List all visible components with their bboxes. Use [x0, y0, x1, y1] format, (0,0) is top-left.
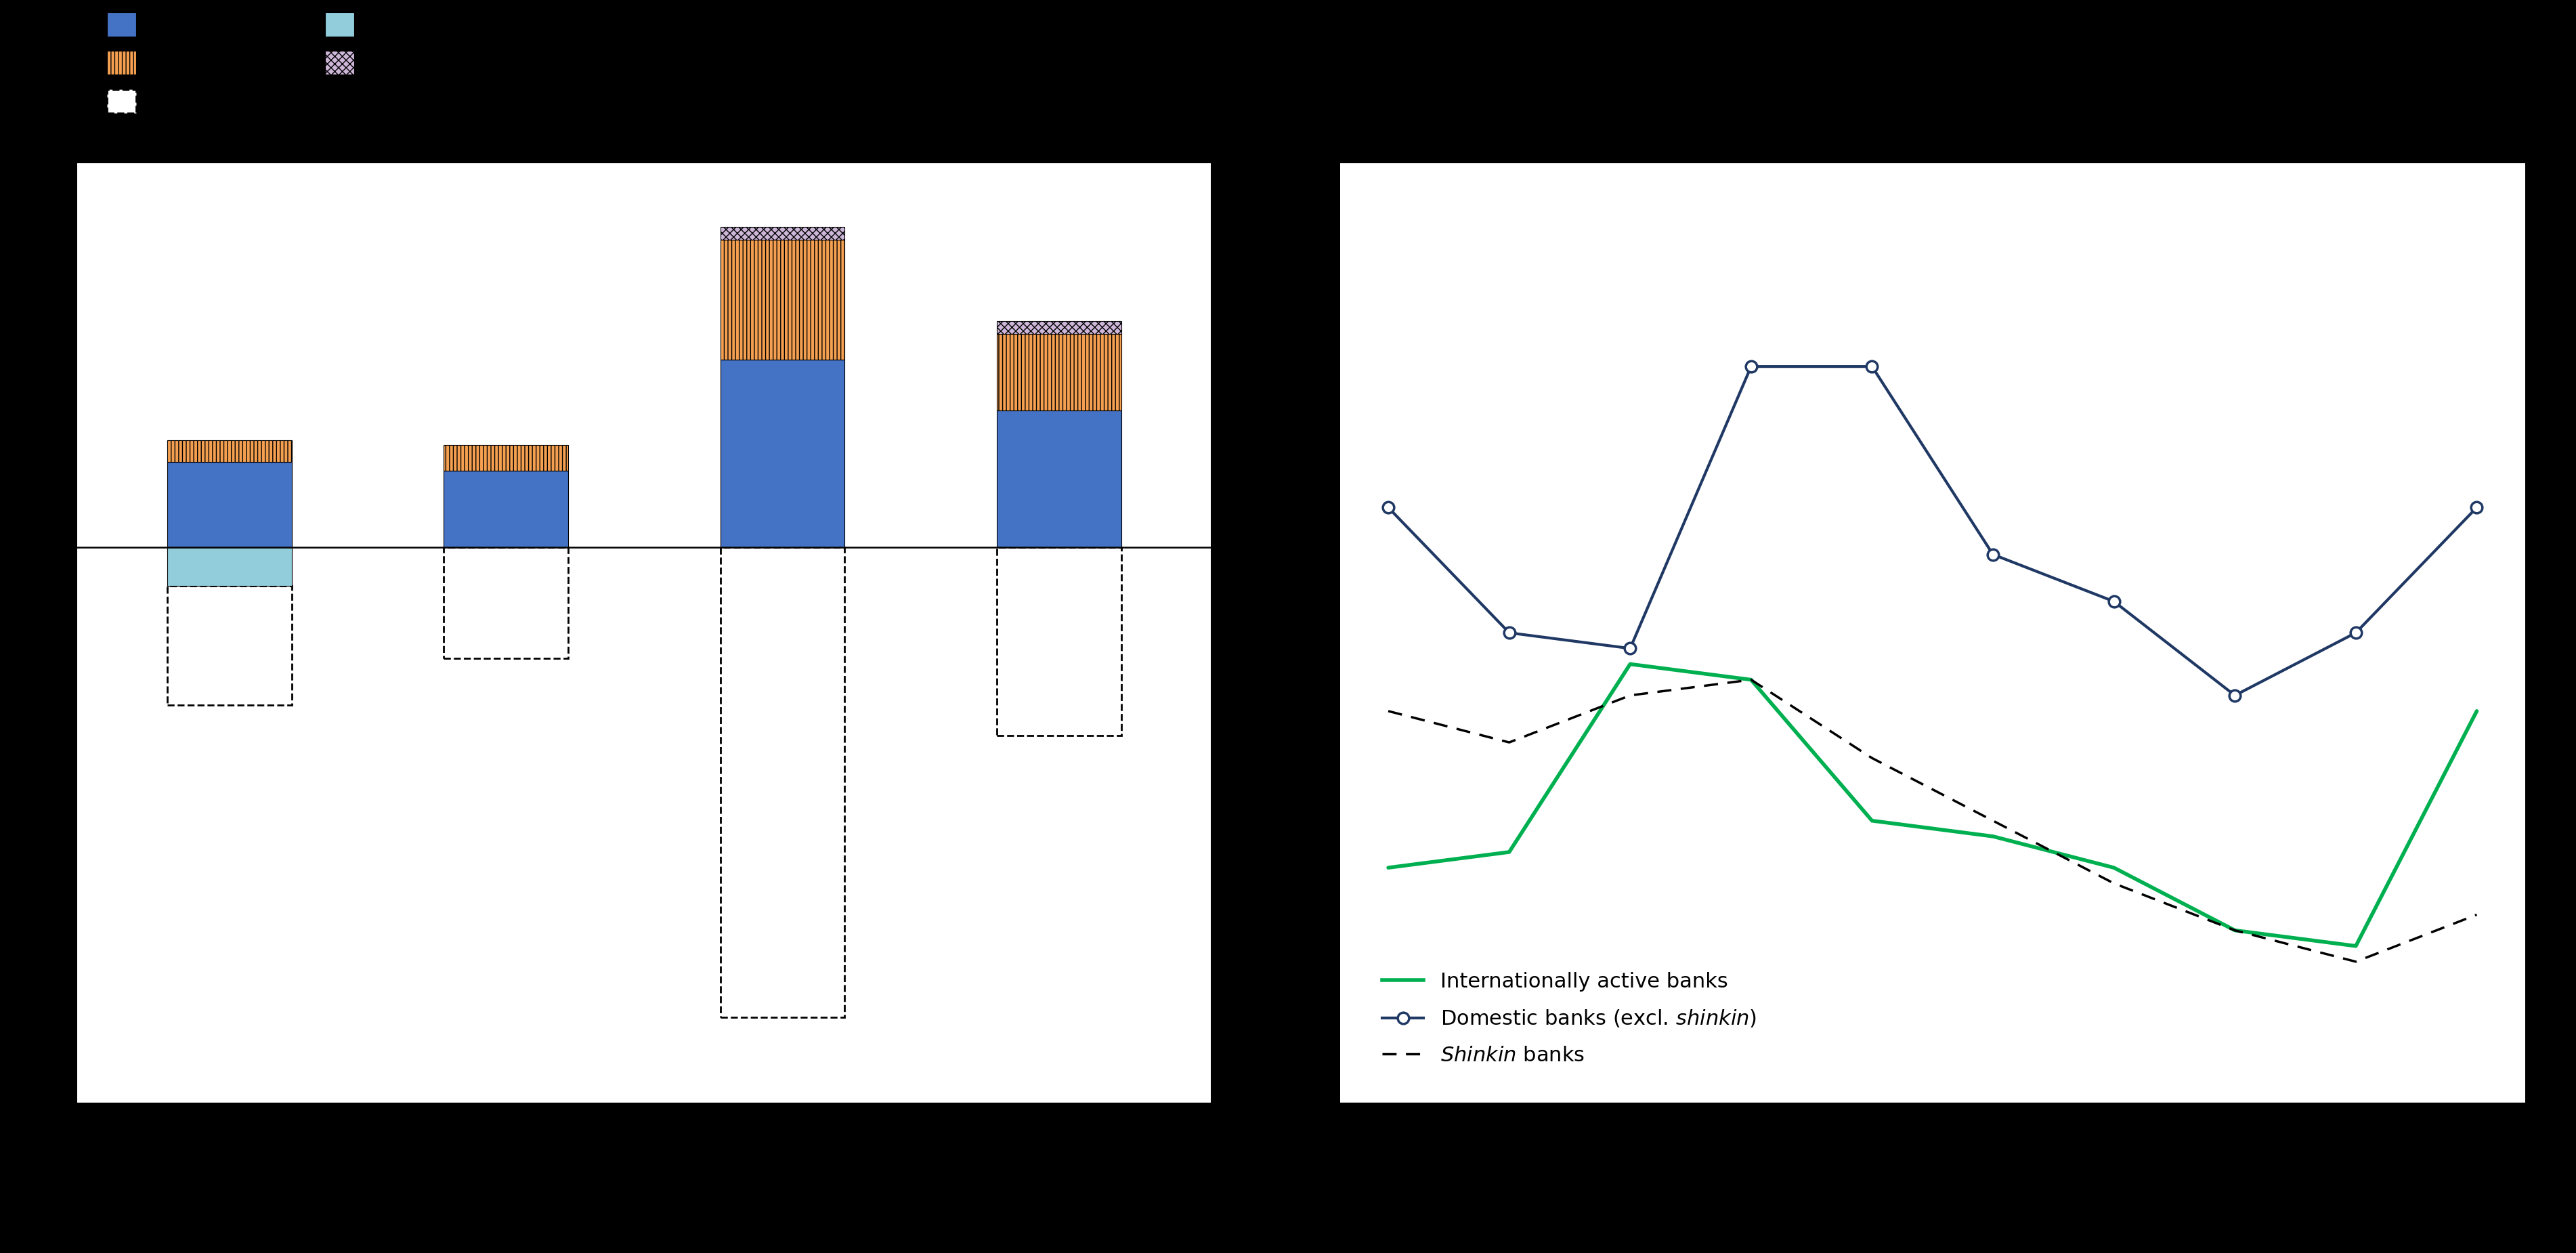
Bar [721, 227, 845, 239]
Bar [167, 586, 291, 705]
Bar [997, 333, 1121, 411]
Bar [997, 548, 1121, 736]
Bar [721, 360, 845, 548]
Legend: Internationally active banks, Domestic banks (excl. $\it{shinkin}$), $\it{Shinki: Internationally active banks, Domestic b… [1373, 964, 1765, 1074]
Bar [167, 548, 291, 586]
Bar [167, 441, 291, 462]
Bar [443, 548, 567, 658]
Legend: Loans, Securities, Core deposits, Other deposits, Other: Loans, Securities, Core deposits, Other … [98, 4, 531, 122]
Bar [443, 470, 567, 548]
Bar [721, 239, 845, 360]
Bar [997, 321, 1121, 333]
Bar [721, 548, 845, 1017]
Bar [167, 462, 291, 548]
Bar [443, 445, 567, 470]
Bar [997, 411, 1121, 548]
